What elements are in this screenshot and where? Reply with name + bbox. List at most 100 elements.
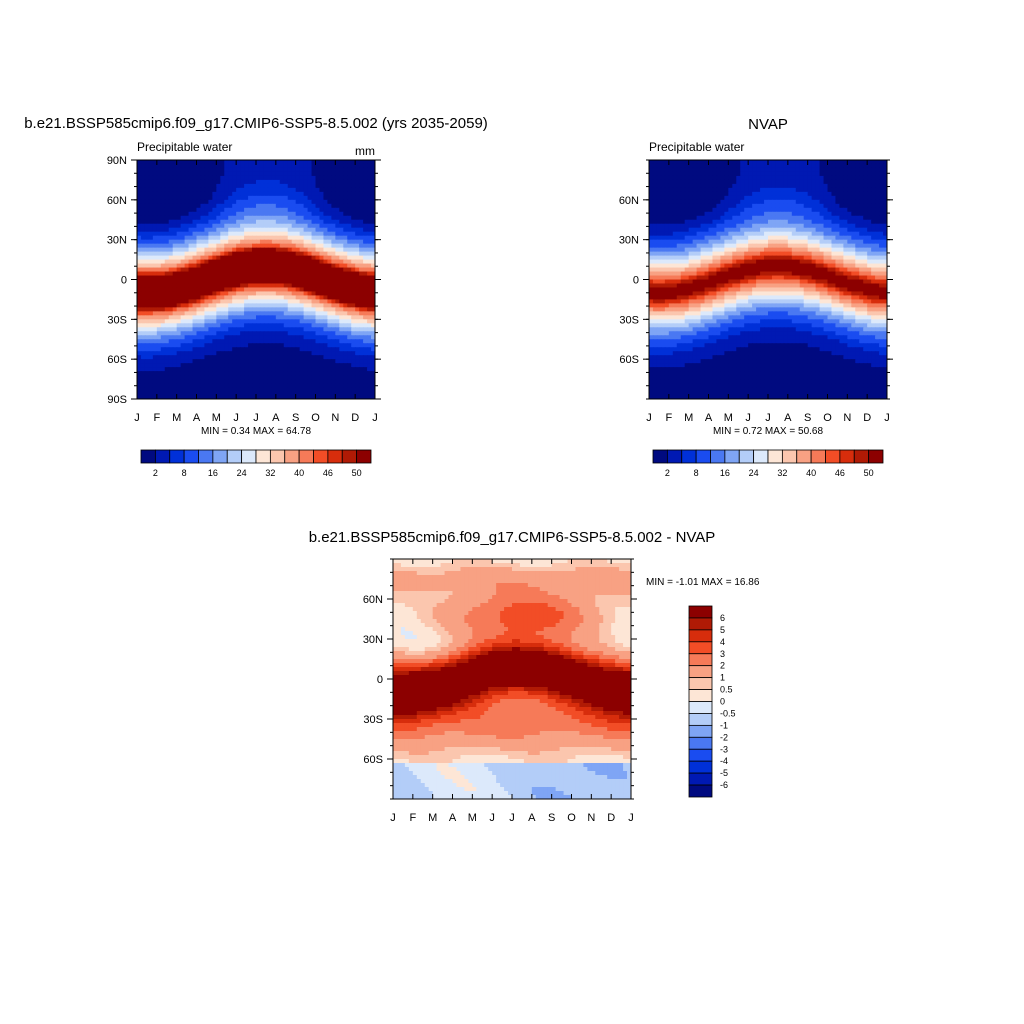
y-tick-label: 90N xyxy=(107,155,127,167)
field-cell xyxy=(339,239,344,245)
field-cell xyxy=(252,207,257,213)
field-cell xyxy=(287,167,293,173)
field-cell xyxy=(236,163,241,169)
field-cell xyxy=(783,191,789,197)
field-cell xyxy=(188,231,194,237)
field-cell xyxy=(236,303,241,308)
field-cell xyxy=(339,175,344,181)
field-cell xyxy=(267,383,273,388)
field-cell xyxy=(137,199,142,205)
field-cell xyxy=(843,199,848,205)
field-cell xyxy=(263,215,269,221)
field-cell xyxy=(775,191,781,197)
field-cell xyxy=(236,271,241,277)
field-cell xyxy=(331,163,336,169)
field-cell xyxy=(283,175,289,181)
field-cell xyxy=(252,235,257,241)
field-cell xyxy=(228,287,233,293)
field-cell xyxy=(303,163,309,169)
field-cell xyxy=(315,335,321,340)
field-cell xyxy=(168,347,174,352)
field-cell xyxy=(315,303,321,308)
field-cell xyxy=(208,363,213,368)
field-cell xyxy=(192,160,198,165)
field-cell xyxy=(232,207,237,213)
field-cell xyxy=(196,203,202,209)
field-cell xyxy=(355,203,360,209)
field-cell xyxy=(327,263,332,269)
field-cell xyxy=(819,163,825,169)
field-cell xyxy=(355,223,360,229)
field-cell xyxy=(815,223,821,229)
field-cell xyxy=(315,315,321,320)
field-cell xyxy=(855,203,860,209)
field-cell xyxy=(323,167,328,173)
field-cell xyxy=(204,319,209,324)
field-cell xyxy=(359,239,364,245)
colorbar-box xyxy=(241,449,257,464)
field-cell xyxy=(208,343,213,348)
field-cell xyxy=(351,271,356,277)
field-cell xyxy=(200,243,206,249)
field-cell xyxy=(196,359,202,364)
field-cell xyxy=(676,160,682,165)
field-cell xyxy=(684,203,690,209)
field-cell xyxy=(315,263,321,269)
field-cell xyxy=(208,359,213,364)
field-cell xyxy=(176,383,182,388)
field-cell xyxy=(208,371,213,376)
field-cell xyxy=(652,203,658,209)
field-cell xyxy=(152,279,158,285)
field-cell xyxy=(775,171,781,177)
field-cell xyxy=(688,171,694,177)
field-cell xyxy=(204,171,209,177)
field-cell xyxy=(775,235,781,241)
field-cell xyxy=(355,195,360,201)
field-cell xyxy=(676,235,682,241)
field-cell xyxy=(263,287,269,293)
field-cell xyxy=(764,160,769,165)
field-cell xyxy=(708,211,714,217)
field-cell xyxy=(720,160,725,165)
field-cell xyxy=(295,311,301,316)
field-cell xyxy=(787,163,793,169)
field-cell xyxy=(184,275,190,281)
field-cell xyxy=(196,243,202,249)
field-cell xyxy=(164,323,170,328)
field-cell xyxy=(839,207,844,213)
field-cell xyxy=(692,195,698,201)
field-cell xyxy=(287,339,293,344)
field-cell xyxy=(236,315,241,320)
field-cell xyxy=(649,203,654,209)
field-cell xyxy=(184,375,190,380)
panel-model-field xyxy=(137,160,375,399)
field-cell xyxy=(137,259,142,265)
field-cell xyxy=(359,359,364,364)
field-cell xyxy=(259,279,265,285)
field-cell xyxy=(764,187,769,193)
field-cell xyxy=(160,395,166,399)
field-cell xyxy=(156,199,162,205)
field-cell xyxy=(271,251,277,257)
field-cell xyxy=(244,371,249,376)
field-cell xyxy=(259,160,265,165)
field-cell xyxy=(275,243,281,249)
field-cell xyxy=(371,175,375,181)
field-cell xyxy=(137,363,142,368)
field-cell xyxy=(359,339,364,344)
field-cell xyxy=(192,367,198,372)
field-cell xyxy=(339,391,344,396)
field-cell xyxy=(291,391,297,396)
field-cell xyxy=(168,375,174,380)
field-cell xyxy=(140,247,146,253)
field-cell xyxy=(688,215,694,221)
field-cell xyxy=(279,183,285,189)
field-cell xyxy=(208,323,213,328)
field-cell xyxy=(371,347,375,352)
field-cell xyxy=(692,167,698,173)
field-cell xyxy=(351,283,356,289)
field-cell xyxy=(351,343,356,348)
field-cell xyxy=(248,183,253,189)
field-cell xyxy=(363,391,368,396)
field-cell xyxy=(240,359,245,364)
